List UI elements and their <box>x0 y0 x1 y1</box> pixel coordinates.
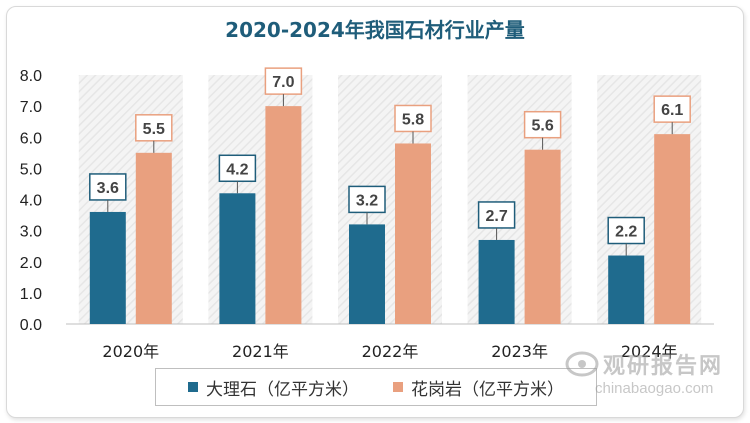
data-label: 4.2 <box>226 161 248 178</box>
y-tick-label: 6.0 <box>20 130 42 147</box>
data-label-box <box>348 185 386 214</box>
legend-swatch-marble <box>188 382 198 392</box>
chart-title: 2020-2024年我国石材行业产量 <box>225 18 525 42</box>
bar-granite <box>395 143 431 324</box>
data-label: 5.5 <box>143 121 165 138</box>
y-tick-label: 7.0 <box>20 99 42 116</box>
data-label-box <box>653 95 691 123</box>
legend-label-marble: 大理石（亿平方米） <box>206 379 359 400</box>
x-tick-label: 2023年 <box>491 342 548 361</box>
data-label: 5.6 <box>531 118 553 135</box>
x-tick-label: 2024年 <box>621 342 678 361</box>
data-label-box <box>89 173 127 201</box>
watermark-cn: 观研报告网 <box>603 354 724 379</box>
legend-swatch-granite <box>393 382 403 392</box>
y-tick-label: 0.0 <box>20 317 42 334</box>
y-tick-label: 2.0 <box>20 255 42 272</box>
bar-marble <box>608 255 645 324</box>
data-label: 6.1 <box>661 102 683 119</box>
y-tick-label: 5.0 <box>20 161 42 178</box>
data-label-box <box>477 201 516 229</box>
data-label-box <box>264 67 303 95</box>
bar-granite <box>135 152 172 324</box>
x-tick-label: 2020年 <box>102 342 159 361</box>
watermark: 观研报告网 chinabaogao.com <box>565 342 745 412</box>
data-label: 3.6 <box>97 180 119 197</box>
data-label-box <box>523 110 562 139</box>
data-label-box <box>607 216 645 245</box>
y-tick-label: 3.0 <box>20 224 42 241</box>
x-tick-label: 2021年 <box>232 342 289 361</box>
bar-marble <box>89 211 126 324</box>
bar-granite <box>265 106 302 324</box>
legend-item-granite: 花岗岩（亿平方米） <box>393 375 564 400</box>
bar-marble <box>349 224 385 324</box>
y-tick-label: 8.0 <box>20 68 42 85</box>
watermark-en: chinabaogao.com <box>595 380 714 397</box>
legend-item-marble: 大理石（亿平方米） <box>188 375 359 400</box>
watermark-logo-icon <box>565 351 599 377</box>
y-tick-label: 4.0 <box>20 193 42 210</box>
x-tick-label: 2022年 <box>362 342 419 361</box>
data-label: 2.7 <box>485 208 507 225</box>
bar-granite <box>524 149 561 324</box>
bar-marble <box>478 239 515 324</box>
chart-legend: 大理石（亿平方米） 花岗岩（亿平方米） <box>155 368 597 406</box>
data-label: 3.2 <box>356 192 378 209</box>
bar-granite <box>654 134 691 324</box>
legend-label-granite: 花岗岩（亿平方米） <box>411 379 564 400</box>
y-tick-label: 1.0 <box>20 286 42 303</box>
bar-marble <box>219 193 256 324</box>
data-label: 5.8 <box>402 111 424 128</box>
data-label: 7.0 <box>272 74 294 91</box>
data-label: 2.2 <box>615 224 637 241</box>
